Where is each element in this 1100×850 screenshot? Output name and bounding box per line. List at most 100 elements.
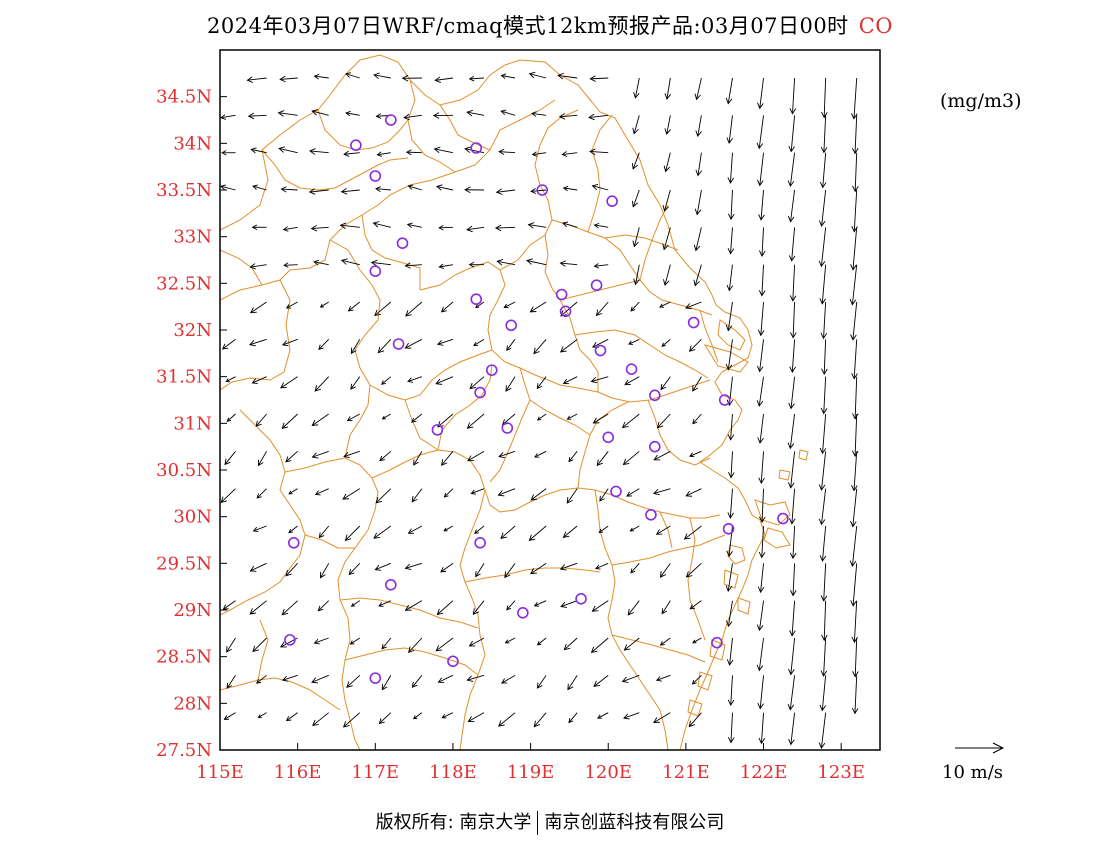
station-marker bbox=[287, 536, 300, 549]
title-text: 2024年03月07日WRF/cmaq模式12km预报产品:03月07日00时 bbox=[207, 14, 849, 38]
wind-vector bbox=[501, 674, 516, 684]
wind-vector bbox=[589, 75, 609, 82]
wind-vector bbox=[528, 525, 547, 541]
x-tick-label: 121E bbox=[662, 762, 710, 783]
station-marker bbox=[602, 431, 615, 444]
wind-vector bbox=[559, 562, 578, 571]
wind-vector bbox=[466, 109, 485, 117]
wind-vector bbox=[500, 525, 516, 539]
wind-vector bbox=[567, 675, 578, 691]
wind-vector bbox=[653, 450, 671, 461]
wind-vector bbox=[660, 376, 671, 391]
y-tick-label: 29N bbox=[173, 600, 212, 621]
wind-vector bbox=[279, 75, 298, 83]
wind-vector bbox=[756, 637, 764, 672]
wind-vector bbox=[533, 600, 547, 607]
wind-vector bbox=[314, 376, 330, 392]
y-tick-label: 34N bbox=[173, 133, 212, 154]
wind-vector bbox=[443, 525, 454, 532]
station-marker bbox=[606, 195, 618, 207]
wind-vector bbox=[820, 563, 828, 602]
wind-vector bbox=[623, 637, 640, 651]
wind-vector bbox=[281, 600, 298, 616]
copyright-footer: 版权所有: 南京大学 南京创蓝科技有限公司 bbox=[0, 808, 1100, 835]
wind-vector bbox=[407, 376, 423, 383]
wind-vector bbox=[631, 152, 640, 170]
wind-vector bbox=[249, 301, 267, 314]
wind-vector bbox=[627, 600, 640, 616]
station-marker bbox=[594, 344, 607, 357]
station-marker bbox=[369, 672, 382, 684]
station-marker bbox=[590, 279, 603, 292]
wind-vector bbox=[533, 339, 547, 355]
wind-vector bbox=[311, 674, 329, 684]
wind-vector bbox=[531, 111, 547, 117]
wind-vector bbox=[851, 600, 858, 644]
wind-vector bbox=[278, 146, 298, 154]
wind-vector bbox=[662, 227, 671, 251]
wind-vector bbox=[758, 189, 765, 221]
station-marker bbox=[369, 265, 382, 278]
wind-vector bbox=[790, 301, 797, 339]
wind-vector bbox=[438, 263, 454, 270]
footer-separator bbox=[537, 811, 539, 835]
wind-vector bbox=[220, 488, 236, 503]
wind-vector bbox=[221, 150, 236, 156]
wind-vector bbox=[664, 77, 671, 100]
station-marker bbox=[431, 424, 444, 436]
wind-vector bbox=[374, 301, 392, 317]
wind-vector bbox=[281, 413, 298, 430]
wind-vector bbox=[659, 637, 671, 646]
x-tick-label: 115E bbox=[196, 762, 244, 783]
wind-vector bbox=[498, 450, 516, 459]
wind-vector bbox=[433, 146, 454, 154]
y-tick-label: 34.5N bbox=[156, 87, 212, 108]
wind-vector bbox=[622, 450, 640, 466]
wind-vector bbox=[313, 73, 329, 80]
wind-vector bbox=[249, 338, 267, 347]
wind-vector bbox=[851, 413, 859, 458]
wind-vector bbox=[497, 488, 516, 497]
wind-vector bbox=[727, 152, 735, 184]
wind-vector bbox=[727, 488, 734, 519]
wind-vectors bbox=[220, 71, 859, 749]
wind-vector bbox=[251, 376, 267, 384]
wind-vector bbox=[318, 339, 330, 351]
station-marker bbox=[485, 364, 498, 376]
wind-vector bbox=[374, 562, 391, 571]
wind-vector bbox=[437, 674, 454, 684]
wind-vector bbox=[595, 301, 609, 317]
wind-vector bbox=[695, 115, 702, 138]
wind-vector bbox=[820, 115, 828, 154]
station-marker bbox=[777, 512, 789, 525]
wind-vector bbox=[226, 675, 236, 689]
wind-vector bbox=[852, 637, 859, 678]
wind-vector bbox=[590, 637, 609, 654]
wind-vector bbox=[632, 227, 640, 248]
wind-vector bbox=[350, 600, 361, 607]
wind-vector bbox=[225, 376, 236, 383]
wind-vector bbox=[249, 600, 267, 615]
wind-vector bbox=[313, 637, 329, 645]
wind-vector bbox=[590, 376, 609, 384]
station-marker bbox=[392, 338, 405, 350]
wind-vector bbox=[530, 488, 547, 501]
wind-vector bbox=[757, 152, 764, 187]
wind-vector bbox=[381, 675, 392, 691]
wind-vector bbox=[818, 451, 827, 491]
wind-vector bbox=[434, 76, 454, 83]
wind-vector bbox=[536, 637, 547, 646]
wind-vector bbox=[757, 413, 764, 444]
wind-vector bbox=[726, 264, 734, 292]
wind-vector bbox=[313, 259, 329, 266]
wind-vector bbox=[312, 712, 329, 727]
y-tick-label: 31N bbox=[173, 413, 212, 434]
station-marker bbox=[649, 440, 661, 453]
wind-vector bbox=[662, 189, 671, 212]
x-axis: 115E 116E 117E 118E 119E 120E 121E 122E 123E bbox=[196, 743, 865, 783]
wind-vector bbox=[222, 600, 236, 610]
wind-vector bbox=[468, 637, 485, 647]
wind-vector bbox=[413, 451, 423, 466]
wind-vector bbox=[691, 675, 702, 685]
wind-vector bbox=[311, 109, 329, 116]
